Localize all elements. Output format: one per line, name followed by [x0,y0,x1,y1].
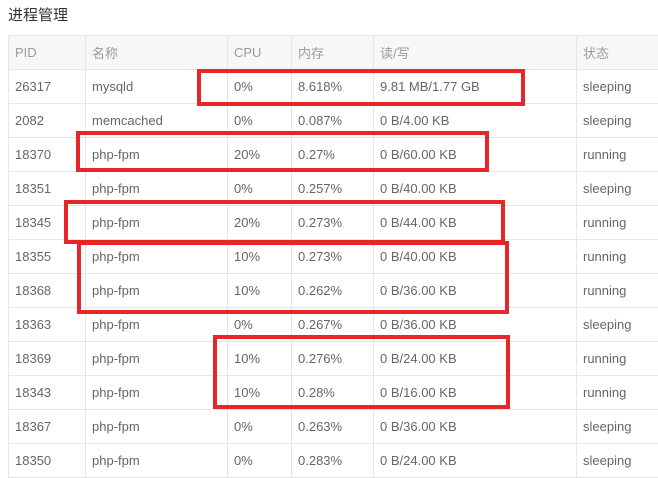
cell-mem: 0.263% [292,410,374,444]
cell-pid: 26317 [9,70,86,104]
cell-pid: 18363 [9,308,86,342]
cell-pid: 18369 [9,342,86,376]
cell-io: 0 B/36.00 KB [374,274,577,308]
cell-cpu: 10% [228,274,292,308]
cell-status: sleeping [577,308,658,342]
cell-pid: 18367 [9,410,86,444]
cell-status: running [577,274,658,308]
cell-io: 0 B/16.00 KB [374,376,577,410]
cell-status: sleeping [577,444,658,478]
cell-cpu: 20% [228,206,292,240]
cell-status: sleeping [577,70,658,104]
cell-io: 0 B/4.00 KB [374,104,577,138]
cell-io: 0 B/24.00 KB [374,342,577,376]
column-header-name: 名称 [86,36,228,70]
cell-io: 0 B/40.00 KB [374,240,577,274]
cell-io: 0 B/36.00 KB [374,410,577,444]
cell-mem: 0.273% [292,206,374,240]
cell-status: running [577,138,658,172]
cell-name: mysqld [86,70,228,104]
cell-mem: 0.273% [292,240,374,274]
cell-pid: 18370 [9,138,86,172]
column-header-pid: PID [9,36,86,70]
cell-pid: 18351 [9,172,86,206]
cell-status: running [577,376,658,410]
cell-io: 0 B/40.00 KB [374,172,577,206]
cell-mem: 0.27% [292,138,374,172]
column-header-memory: 内存 [292,36,374,70]
column-header-cpu: CPU [228,36,292,70]
cell-name: php-fpm [86,342,228,376]
column-header-status: 状态 [577,36,658,70]
cell-cpu: 0% [228,70,292,104]
cell-cpu: 0% [228,308,292,342]
cell-cpu: 0% [228,104,292,138]
cell-mem: 0.276% [292,342,374,376]
cell-cpu: 10% [228,240,292,274]
cell-mem: 0.257% [292,172,374,206]
cell-name: php-fpm [86,206,228,240]
cell-mem: 0.28% [292,376,374,410]
cell-io: 0 B/44.00 KB [374,206,577,240]
column-header-io: 读/写 [374,36,577,70]
cell-name: php-fpm [86,410,228,444]
cell-name: php-fpm [86,172,228,206]
cell-name: php-fpm [86,274,228,308]
cell-pid: 2082 [9,104,86,138]
cell-pid: 18343 [9,376,86,410]
cell-mem: 8.618% [292,70,374,104]
page-title: 进程管理 [8,7,68,25]
cell-status: running [577,240,658,274]
cell-cpu: 20% [228,138,292,172]
cell-name: memcached [86,104,228,138]
cell-cpu: 10% [228,342,292,376]
cell-status: running [577,206,658,240]
cell-mem: 0.267% [292,308,374,342]
cell-io: 9.81 MB/1.77 GB [374,70,577,104]
cell-name: php-fpm [86,376,228,410]
cell-pid: 18368 [9,274,86,308]
cell-pid: 18345 [9,206,86,240]
cell-status: sleeping [577,410,658,444]
cell-name: php-fpm [86,308,228,342]
cell-name: php-fpm [86,240,228,274]
cell-io: 0 B/24.00 KB [374,444,577,478]
cell-status: sleeping [577,104,658,138]
cell-io: 0 B/36.00 KB [374,308,577,342]
cell-name: php-fpm [86,138,228,172]
cell-mem: 0.087% [292,104,374,138]
cell-io: 0 B/60.00 KB [374,138,577,172]
cell-mem: 0.262% [292,274,374,308]
header-row: PID 名称 CPU 内存 读/写 状态 [9,36,658,70]
table-header: PID 名称 CPU 内存 读/写 状态 [9,36,658,70]
cell-status: running [577,342,658,376]
cell-pid: 18350 [9,444,86,478]
cell-cpu: 0% [228,172,292,206]
cell-pid: 18355 [9,240,86,274]
cell-status: sleeping [577,172,658,206]
cell-cpu: 10% [228,376,292,410]
cell-name: php-fpm [86,444,228,478]
cell-cpu: 0% [228,444,292,478]
cell-mem: 0.283% [292,444,374,478]
cell-cpu: 0% [228,410,292,444]
